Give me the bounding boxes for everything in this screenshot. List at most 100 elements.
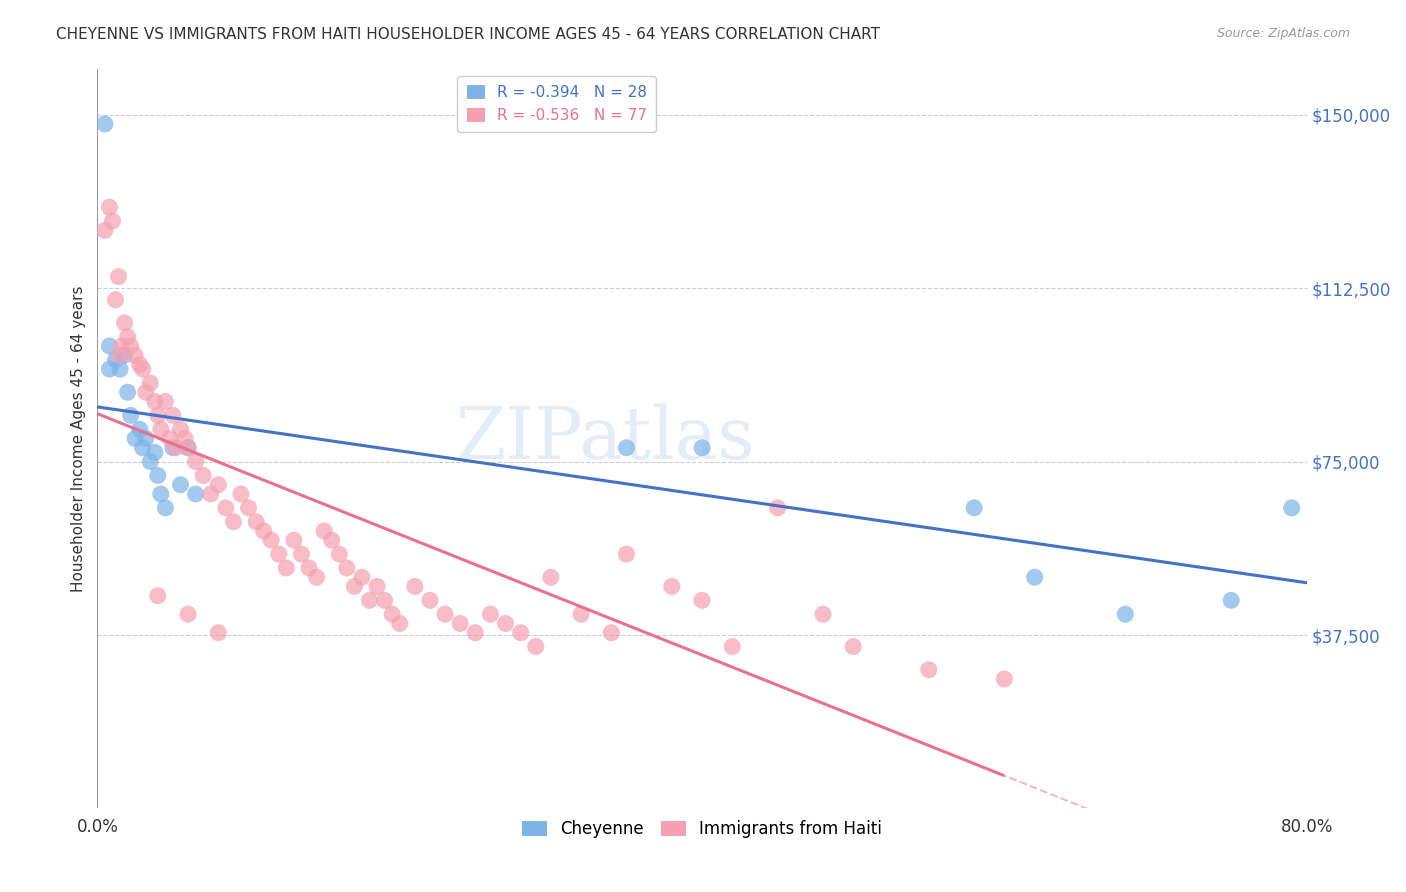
Point [128,422,150,436]
Point [366,579,388,593]
Point [174,432,197,446]
Point [918,663,941,677]
Point [128,358,150,372]
Point [193,468,215,483]
Point [419,593,441,607]
Point [207,477,229,491]
Point [108,362,131,376]
Point [495,616,517,631]
Point [124,432,146,446]
Point [120,409,142,423]
Point [305,570,328,584]
Point [114,316,136,330]
Point [177,441,200,455]
Point [169,477,191,491]
Point [811,607,834,622]
Point [374,593,396,607]
Point [267,547,290,561]
Point [388,616,411,631]
Point [222,515,245,529]
Point [298,561,321,575]
Point [155,500,177,515]
Point [149,487,172,501]
Point [155,394,177,409]
Point [464,625,486,640]
Point [616,547,638,561]
Point [146,468,169,483]
Point [509,625,531,640]
Point [139,454,162,468]
Point [146,589,169,603]
Point [184,487,207,501]
Point [524,640,547,654]
Point [169,422,191,436]
Text: ZIPatlas: ZIPatlas [456,403,755,474]
Point [139,376,162,390]
Point [1220,593,1243,607]
Point [184,454,207,468]
Point [104,293,127,307]
Point [1024,570,1046,584]
Point [449,616,471,631]
Point [690,593,713,607]
Point [98,339,121,353]
Point [131,362,153,376]
Point [336,561,359,575]
Point [98,200,121,214]
Point [135,432,157,446]
Point [963,500,986,515]
Point [162,409,184,423]
Point [98,362,121,376]
Point [94,117,117,131]
Point [766,500,789,515]
Point [600,625,623,640]
Point [108,348,131,362]
Legend: Cheyenne, Immigrants from Haiti: Cheyenne, Immigrants from Haiti [516,814,889,845]
Point [120,339,142,353]
Point [1281,500,1303,515]
Point [661,579,683,593]
Point [290,547,312,561]
Point [479,607,502,622]
Point [260,533,283,548]
Point [165,441,187,455]
Point [200,487,222,501]
Point [359,593,381,607]
Point [94,223,117,237]
Text: Source: ZipAtlas.com: Source: ZipAtlas.com [1216,27,1350,40]
Point [321,533,343,548]
Point [314,524,336,538]
Point [101,214,124,228]
Point [721,640,744,654]
Point [117,330,139,344]
Point [343,579,366,593]
Point [114,348,136,362]
Point [143,445,166,459]
Point [245,515,267,529]
Point [177,441,200,455]
Text: CHEYENNE VS IMMIGRANTS FROM HAITI HOUSEHOLDER INCOME AGES 45 - 64 YEARS CORRELAT: CHEYENNE VS IMMIGRANTS FROM HAITI HOUSEH… [56,27,880,42]
Point [110,339,132,353]
Point [135,385,157,400]
Point [124,348,146,362]
Point [159,432,181,446]
Point [107,269,129,284]
Point [146,409,169,423]
Point [131,441,153,455]
Point [253,524,276,538]
Point [149,422,172,436]
Point [104,352,127,367]
Point [404,579,426,593]
Point [540,570,562,584]
Point [842,640,865,654]
Point [328,547,350,561]
Point [434,607,457,622]
Point [350,570,373,584]
Point [283,533,305,548]
Point [569,607,592,622]
Y-axis label: Householder Income Ages 45 - 64 years: Householder Income Ages 45 - 64 years [72,285,86,591]
Point [177,607,200,622]
Point [381,607,404,622]
Point [690,441,713,455]
Point [229,487,252,501]
